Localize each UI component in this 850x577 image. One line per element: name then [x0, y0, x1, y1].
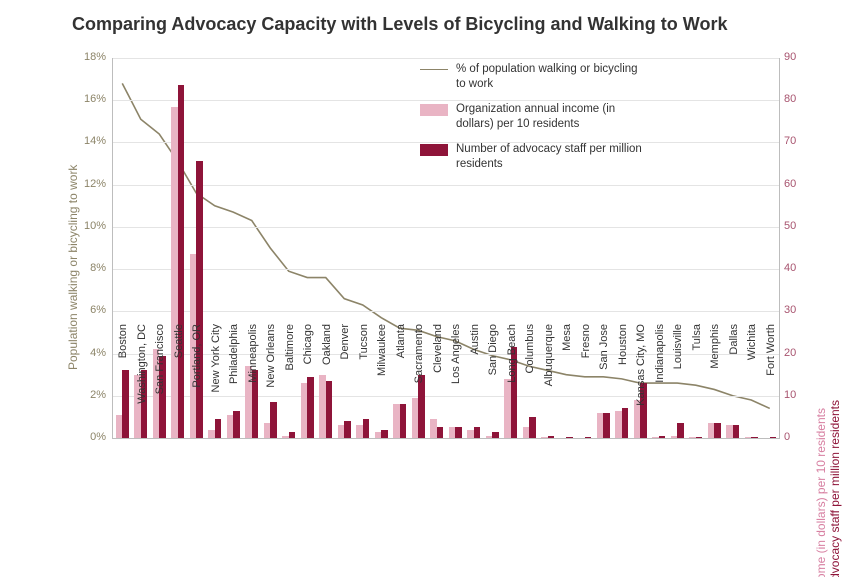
- x-tick-label: Milwaukee: [376, 324, 388, 444]
- x-tick-label: Portland, OR: [191, 324, 203, 444]
- left-y-tick: 6%: [90, 304, 106, 316]
- x-tick-label: Fort Worth: [765, 324, 777, 444]
- left-y-tick: 16%: [84, 93, 106, 105]
- x-tick-label: Chicago: [302, 324, 314, 444]
- left-y-tick: 14%: [84, 135, 106, 147]
- grid-line: [113, 227, 779, 228]
- legend-label: Number of advocacy staff per million res…: [456, 142, 650, 172]
- x-tick-label: Philadelphia: [228, 324, 240, 444]
- right-y-axis-label-income: Organization annual income (in dollars) …: [814, 408, 828, 577]
- x-tick-label: Fresno: [580, 324, 592, 444]
- x-tick-label: Atlanta: [395, 324, 407, 444]
- right-y-tick: 90: [784, 51, 796, 63]
- x-tick-label: San Diego: [487, 324, 499, 444]
- left-y-tick: 4%: [90, 347, 106, 359]
- x-tick-label: Denver: [339, 324, 351, 444]
- x-tick-label: Louisville: [672, 324, 684, 444]
- x-tick-label: Indianapolis: [654, 324, 666, 444]
- x-tick-label: Tulsa: [691, 324, 703, 444]
- left-y-tick: 12%: [84, 178, 106, 190]
- x-tick-label: Seattle: [173, 324, 185, 444]
- x-tick-label: San Francisco: [154, 324, 166, 444]
- right-y-axis-label-staff: Number of advocacy staff per million res…: [828, 400, 842, 577]
- x-tick-label: Wichita: [746, 324, 758, 444]
- left-y-tick: 2%: [90, 389, 106, 401]
- grid-line: [113, 185, 779, 186]
- grid-line: [113, 311, 779, 312]
- x-tick-label: Washington, DC: [136, 324, 148, 444]
- legend: % of population walking or bicycling to …: [420, 62, 650, 182]
- grid-line: [113, 58, 779, 59]
- x-tick-label: Baltimore: [284, 324, 296, 444]
- legend-line-swatch: [420, 69, 448, 70]
- x-tick-label: Minneapolis: [247, 324, 259, 444]
- right-y-tick: 10: [784, 389, 796, 401]
- legend-swatch: [420, 104, 448, 116]
- left-y-tick: 8%: [90, 262, 106, 274]
- grid-line: [113, 269, 779, 270]
- right-y-tick: 50: [784, 220, 796, 232]
- x-tick-label: Oakland: [321, 324, 333, 444]
- x-tick-label: New York City: [210, 324, 222, 444]
- right-y-tick: 30: [784, 304, 796, 316]
- x-tick-label: Dallas: [728, 324, 740, 444]
- right-y-tick: 0: [784, 431, 790, 443]
- right-y-tick: 40: [784, 262, 796, 274]
- chart-title: Comparing Advocacy Capacity with Levels …: [72, 14, 727, 35]
- right-y-tick: 20: [784, 347, 796, 359]
- x-tick-label: Kansas City, MO: [635, 324, 647, 444]
- x-tick-label: Sacramento: [413, 324, 425, 444]
- x-tick-label: Memphis: [709, 324, 721, 444]
- x-tick-label: Houston: [617, 324, 629, 444]
- legend-item: % of population walking or bicycling to …: [420, 62, 650, 92]
- left-y-tick: 18%: [84, 51, 106, 63]
- x-tick-label: Mesa: [561, 324, 573, 444]
- legend-swatch: [420, 144, 448, 156]
- left-y-tick: 10%: [84, 220, 106, 232]
- legend-label: % of population walking or bicycling to …: [456, 62, 650, 92]
- x-tick-label: New Orleans: [265, 324, 277, 444]
- left-y-tick: 0%: [90, 431, 106, 443]
- legend-label: Organization annual income (in dollars) …: [456, 102, 650, 132]
- x-tick-label: Cleveland: [432, 324, 444, 444]
- x-tick-label: Long Beach: [506, 324, 518, 444]
- right-y-tick: 70: [784, 135, 796, 147]
- legend-item: Organization annual income (in dollars) …: [420, 102, 650, 132]
- legend-item: Number of advocacy staff per million res…: [420, 142, 650, 172]
- x-tick-label: Boston: [117, 324, 129, 444]
- x-tick-label: Austin: [469, 324, 481, 444]
- x-tick-label: Columbus: [524, 324, 536, 444]
- chart-root: Comparing Advocacy Capacity with Levels …: [0, 0, 850, 577]
- x-tick-label: Albuquerque: [543, 324, 555, 444]
- x-tick-label: Tucson: [358, 324, 370, 444]
- right-y-tick: 60: [784, 178, 796, 190]
- x-tick-label: Los Angeles: [450, 324, 462, 444]
- left-y-axis-label: Population walking or bicycling to work: [66, 164, 80, 369]
- x-tick-label: San Jose: [598, 324, 610, 444]
- right-y-tick: 80: [784, 93, 796, 105]
